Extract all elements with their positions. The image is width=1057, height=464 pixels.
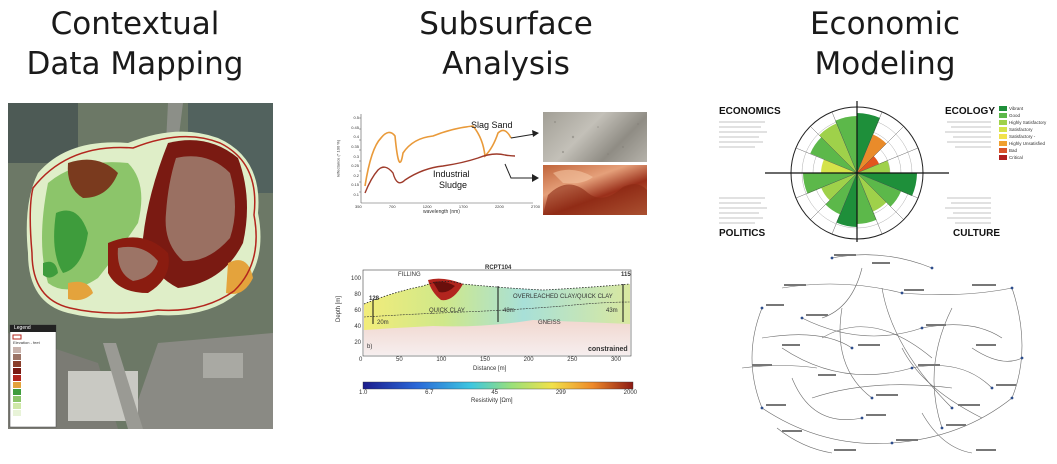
label-128: 128 <box>369 296 380 302</box>
label-sludge: Sludge <box>439 180 468 190</box>
legend-item: Bad <box>1009 148 1018 153</box>
title-subsurface-analysis: Subsurface Analysis <box>356 4 656 84</box>
colorbar-tick: 45 <box>491 390 498 396</box>
ytick: 0.2 <box>353 172 359 178</box>
label-quickclay: QUICK CLAY <box>429 308 465 314</box>
label-overleached: OVERLEACHED CLAY/QUICK CLAY <box>513 294 613 300</box>
legend-item: Satisfactory - <box>1009 134 1036 139</box>
quadrant-economics: ECONOMICS <box>719 106 781 117</box>
ytick: 0.25 <box>351 163 359 169</box>
spectral-reflectance-chart: Slag Sand Industrial Sludge wavelength (… <box>333 108 543 216</box>
resistivity-yticks: 100 80 60 40 20 <box>347 276 361 346</box>
xtick: 0 <box>359 357 363 363</box>
label-43m: 43m <box>606 308 618 314</box>
ytick: 0.35 <box>351 143 359 149</box>
label-115: 115 <box>621 272 631 278</box>
xtick: 1200 <box>422 204 432 209</box>
causal-loop-graphic <box>741 254 1024 454</box>
ytick: 40 <box>354 324 361 330</box>
label-20m: 20m <box>377 320 389 326</box>
quadrant-culture: CULTURE <box>953 228 1001 239</box>
spectral-xaxis-label: wavelength (nm) <box>423 209 460 215</box>
resistivity-plot <box>362 269 634 390</box>
resistivity-section: FILLING RCPT104 115 128 OVERLEACHED CLAY… <box>333 262 648 407</box>
slag-sand-photo <box>543 112 647 162</box>
xtick: 2700 <box>531 204 540 209</box>
ytick: 0.15 <box>351 182 359 188</box>
industrial-sludge-photo <box>543 165 647 215</box>
label-filling: FILLING <box>398 272 421 278</box>
causal-loop-diagram <box>722 248 1042 460</box>
spectral-plot <box>359 114 539 204</box>
resistivity-xticks: 0 50 100 150 200 250 300 <box>359 357 621 363</box>
sustainability-radar: ECONOMICS ECOLOGY POLITICS CULTURE Vibra… <box>715 100 1047 242</box>
xtick: 200 <box>523 357 534 363</box>
label-panel-b: b) <box>367 344 373 350</box>
spectral-yaxis-label: reflectance (* 100 %) <box>335 139 341 178</box>
slag-sand-curve <box>364 125 512 187</box>
ytick: 0.4 <box>353 134 359 140</box>
ytick: 60 <box>354 308 361 314</box>
quadrant-politics: POLITICS <box>719 228 766 239</box>
xtick: 1700 <box>458 204 468 209</box>
resistivity-yaxis-label: Depth [m] <box>336 296 342 323</box>
colorbar-ticks: 1.0 6.7 45 299 2000 <box>359 390 637 396</box>
xtick: 700 <box>388 204 396 209</box>
title-line-2: Data Mapping <box>26 46 244 82</box>
quadrant-ecology: ECOLOGY <box>945 106 996 117</box>
legend-item: Satisfactory <box>1009 127 1033 132</box>
xtick: 150 <box>479 357 490 363</box>
ytick: 80 <box>354 292 361 298</box>
legend-item: Highly Satisfactory <box>1009 120 1047 125</box>
legend-item: Critical <box>1009 155 1023 160</box>
title-line-2: Analysis <box>442 46 570 82</box>
map-graphic <box>8 103 273 429</box>
xtick: 350 <box>355 204 362 209</box>
map-legend-item: Elevation - feet <box>13 340 40 345</box>
spectral-xticks: 350 700 1200 1700 2200 2700 <box>355 204 540 209</box>
legend-item: Highly Unsatisfied <box>1009 141 1046 146</box>
xtick: 100 <box>436 357 447 363</box>
spectral-yticks: 0.5 0.45 0.4 0.35 0.3 0.25 0.2 0.15 0.1 <box>345 115 359 197</box>
xtick: 2200 <box>494 204 504 209</box>
label-48m: 48m <box>503 308 515 314</box>
xtick: 250 <box>567 357 578 363</box>
legend-item: Vibrant <box>1009 106 1024 111</box>
label-gneiss: GNEISS <box>538 320 561 326</box>
ytick: 100 <box>350 276 361 282</box>
title-line-1: Contextual <box>50 6 220 42</box>
elevation-map: Legend Elevation - feet <box>8 103 273 429</box>
colorbar-label: Resistivity [Ωm] <box>471 398 513 404</box>
title-line-2: Modeling <box>814 46 956 82</box>
resistivity-xaxis-label: Distance [m] <box>473 366 507 372</box>
title-economic-modeling: Economic Modeling <box>740 4 1030 84</box>
label-constrained: constrained <box>588 346 628 353</box>
legend-item: Good <box>1009 113 1021 118</box>
radar-legend: Vibrant Good Highly Satisfactory Satisfa… <box>1009 105 1046 161</box>
label-slag-sand: Slag Sand <box>471 120 513 130</box>
xtick: 50 <box>395 357 403 363</box>
ytick: 0.45 <box>351 124 359 130</box>
colorbar-tick: 6.7 <box>425 390 434 396</box>
colorbar-tick: 299 <box>555 390 566 396</box>
colorbar-tick: 2000 <box>623 390 637 396</box>
title-contextual-data-mapping: Contextual Data Mapping <box>0 4 270 84</box>
ytick: 0.1 <box>353 192 359 197</box>
map-legend-title: Legend <box>14 325 31 331</box>
label-rcpt104: RCPT104 <box>485 265 512 271</box>
title-line-1: Economic <box>809 6 961 42</box>
label-industrial: Industrial <box>433 169 470 179</box>
industrial-sludge-curve <box>364 153 516 194</box>
title-line-1: Subsurface <box>419 6 593 42</box>
ytick: 0.5 <box>353 115 359 120</box>
ytick: 0.3 <box>353 153 359 159</box>
radar-graphic <box>719 101 1007 242</box>
colorbar-tick: 1.0 <box>359 390 368 396</box>
ytick: 20 <box>354 340 361 346</box>
xtick: 300 <box>610 357 621 363</box>
